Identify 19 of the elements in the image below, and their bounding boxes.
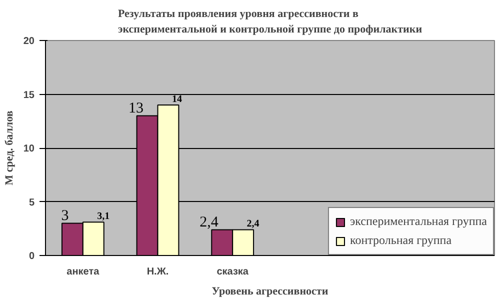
data-label: 14 [172,94,182,105]
y-tick-label: 15 [23,90,35,101]
y-tick-label: 0 [28,251,35,262]
data-label: 2,4 [246,218,260,230]
x-tick-label: Н.Ж. [146,266,169,278]
y-axis-title: М сред. баллов [3,110,16,186]
data-label: 3 [61,208,69,224]
data-label: 13 [128,100,144,117]
chart-title: Результаты проявления уровня агрессивности в экспериментальной и контрольной группе до профилактики [118,8,423,36]
x-tick-label: сказка [216,266,249,278]
x-axis-title: Уровень агрессивности [212,286,329,298]
legend-label: экспериментальная группа [350,214,487,229]
y-tick-label: 20 [23,36,35,47]
y-tick-label: 5 [28,197,35,208]
legend-label: контрольная группа [350,233,452,248]
x-tick-label: анкета [66,266,100,278]
y-tick-label: 10 [23,144,35,154]
data-label: 3,1 [97,210,110,222]
data-label: 2,4 [200,214,219,230]
